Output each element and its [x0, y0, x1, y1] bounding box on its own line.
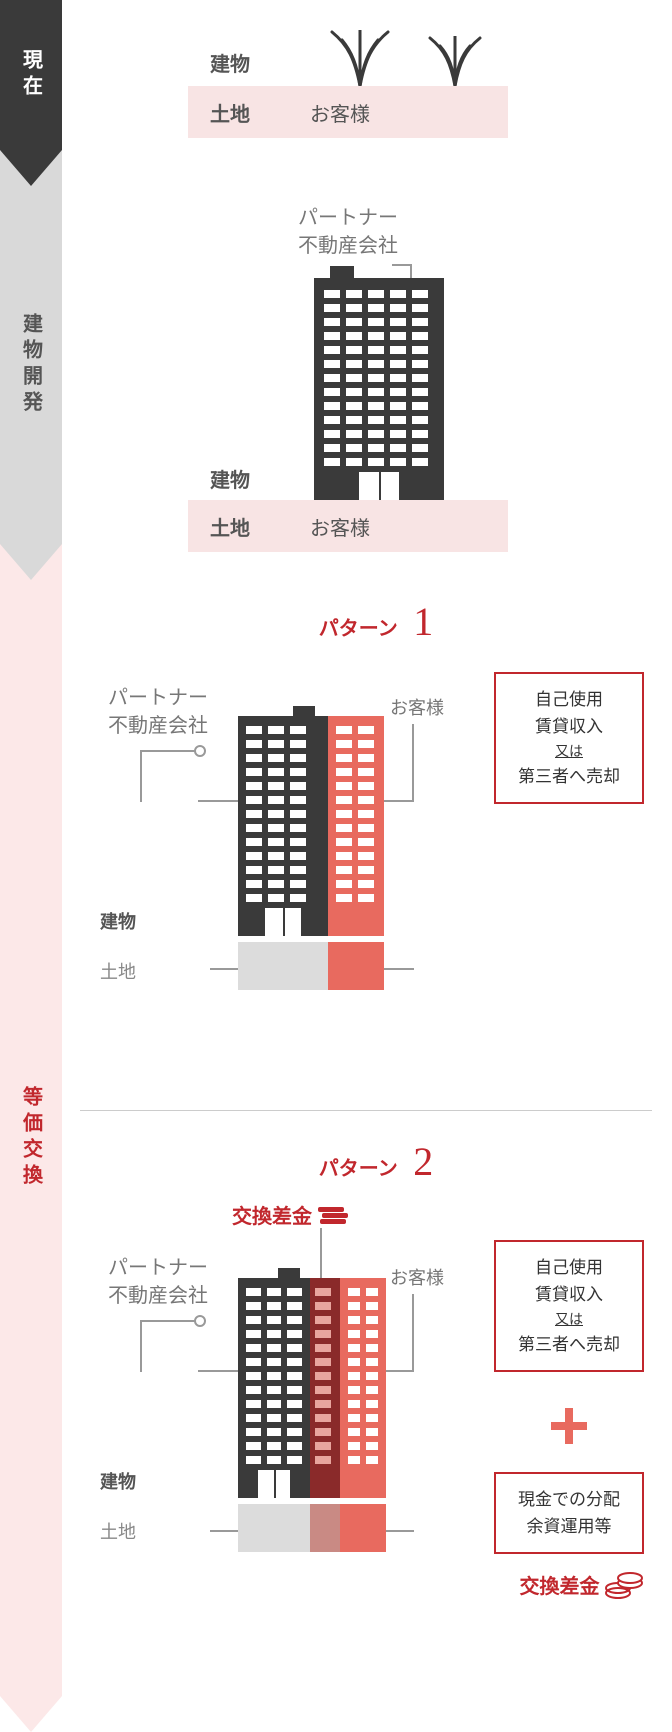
- land-strip: 土地 お客様: [188, 86, 508, 138]
- building-label: 建物: [210, 464, 250, 493]
- building-label: 建物: [210, 48, 250, 77]
- pattern-1: パターン 1 パートナー 不動産会社 お客様 建物 土地: [80, 580, 672, 1110]
- grass-icon: [420, 36, 490, 86]
- partner-label: パートナー 不動産会社: [298, 204, 398, 260]
- outcome-box-1: 自己使用 賃貸収入 又は 第三者へ売却: [494, 1240, 644, 1372]
- grass-icon: [320, 30, 400, 86]
- rail-stage-2: 建物開発: [0, 186, 62, 544]
- content: 建物: [62, 0, 672, 1732]
- customer-label: お客様: [390, 694, 444, 720]
- land-label: 土地: [210, 512, 310, 541]
- land-split: [238, 942, 384, 990]
- rail-arrow-2: [0, 544, 62, 580]
- land-label: 土地: [100, 958, 136, 984]
- rail-label-2: 建物開発: [17, 313, 46, 417]
- land-label: 土地: [210, 98, 310, 127]
- pattern-title: パターン 2: [80, 1120, 672, 1185]
- partner-label: パートナー 不動産会社: [108, 1254, 208, 1310]
- diagram-root: 現在 建物開発 等価交換 建物: [0, 0, 672, 1732]
- rail-stage-3: 等価交換: [0, 580, 62, 1696]
- split-building-icon: [238, 1278, 386, 1498]
- pattern-2: パターン 2 交換差金: [80, 1120, 672, 1732]
- land-strip: 土地 お客様: [188, 500, 508, 552]
- section-develop: パートナー 不動産会社 建物: [80, 186, 672, 580]
- outcome-box-2: 現金での分配 余資運用等: [494, 1472, 644, 1554]
- land-label: 土地: [100, 1518, 136, 1544]
- rail-arrow-3: [0, 1696, 62, 1732]
- building-label: 建物: [100, 1468, 136, 1494]
- land-owner: お客様: [310, 512, 508, 541]
- building-label: 建物: [100, 908, 136, 934]
- customer-label: お客様: [390, 1264, 444, 1290]
- rail-label-1: 現在: [17, 49, 46, 101]
- partner-label: パートナー 不動産会社: [108, 684, 208, 740]
- rail-arrow-1: [0, 150, 62, 186]
- rail-stage-1: 現在: [0, 0, 62, 150]
- land-owner: お客様: [310, 98, 508, 127]
- plus-icon: [551, 1408, 587, 1444]
- coins-icon: [604, 1571, 644, 1606]
- stage-rail: 現在 建物開発 等価交換: [0, 0, 62, 1732]
- rail-label-3: 等価交換: [17, 1086, 46, 1190]
- exchange-money-label: 交換差金: [232, 1200, 350, 1234]
- exchange-footer: 交換差金: [520, 1570, 644, 1606]
- leader-line: [140, 750, 200, 752]
- building-icon: [314, 278, 444, 502]
- pattern-title: パターン 1: [80, 580, 672, 645]
- split-building-icon: [238, 716, 384, 936]
- leader-line: [140, 1320, 200, 1322]
- section-exchange: パターン 1 パートナー 不動産会社 お客様 建物 土地: [80, 580, 672, 1732]
- land-split: [238, 1504, 386, 1552]
- outcome-box: 自己使用 賃貸収入 又は 第三者へ売却: [494, 672, 644, 804]
- section-current: 建物: [80, 0, 672, 186]
- divider: [80, 1110, 652, 1111]
